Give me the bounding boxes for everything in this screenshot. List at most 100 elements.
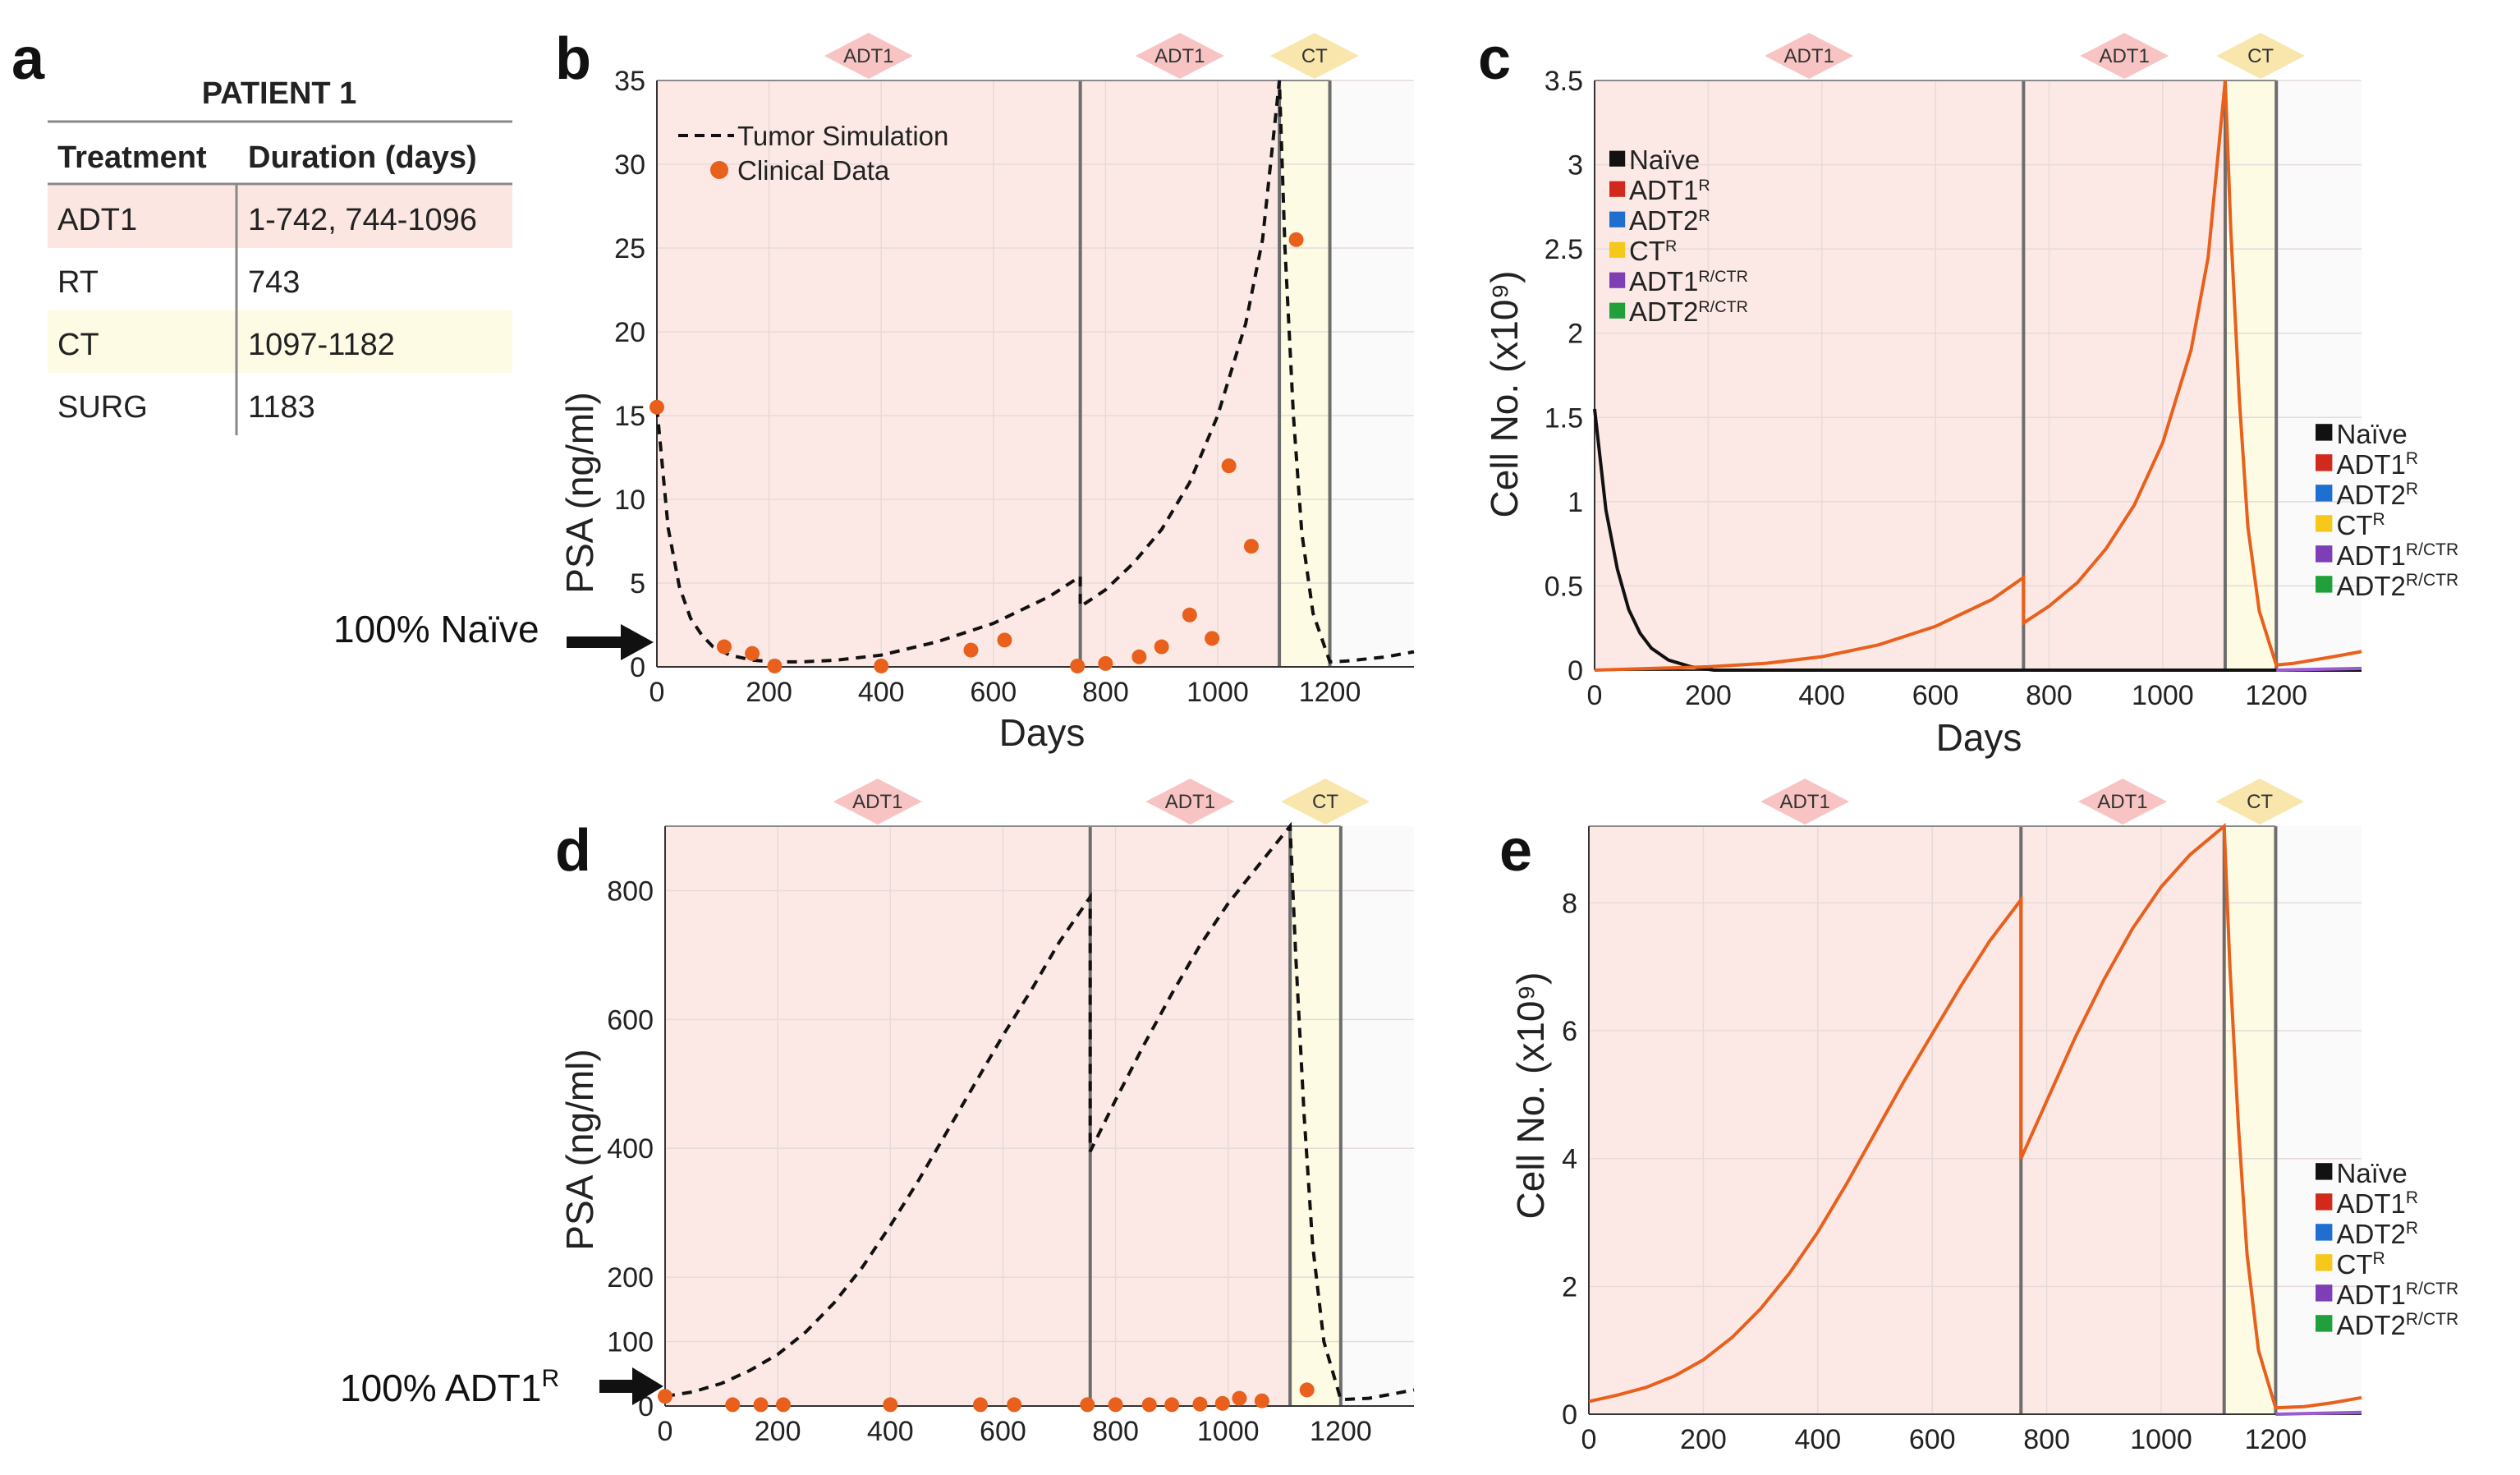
legend-label-sup: R — [2406, 1188, 2418, 1207]
treatment-marker-ct — [1269, 33, 1359, 79]
treatment-marker-label: CT — [2247, 45, 2274, 67]
x-tick-label: 0 — [1581, 1424, 1597, 1455]
data-point — [1108, 1397, 1123, 1413]
legend-swatch — [2316, 545, 2333, 563]
table-row-bg — [48, 310, 512, 373]
x-tick-label: 200 — [755, 1416, 801, 1447]
annotation-d-sup: R — [541, 1365, 559, 1392]
treatment-marker-ct — [2216, 33, 2306, 79]
treatment-marker-adt — [2077, 779, 2167, 825]
table-row-bg — [48, 248, 512, 310]
data-point — [1098, 655, 1113, 671]
panel-e-plot: 0 200 400 600 800 1000 1200 0 2 4 6 8 ADT1 ADT1 CT e C… — [1499, 779, 2362, 1455]
legend-label-sup: R — [1665, 237, 1677, 255]
y-tick-label: 100 — [607, 1327, 654, 1358]
table-header-duration: Duration (days) — [248, 140, 477, 175]
treatment-region-adt — [1080, 80, 1280, 667]
legend-label-text: ADT2 — [2337, 571, 2406, 601]
legend-swatch — [1609, 241, 1626, 258]
legend-label: ADT2R/CTR — [2337, 1310, 2459, 1340]
treatment-marker-label: CT — [1312, 791, 1338, 813]
data-point — [1141, 1397, 1157, 1413]
legend-swatch — [2316, 424, 2333, 441]
y-axis-label-b: PSA (ng/ml) — [558, 392, 601, 593]
legend-label: CTR — [2337, 1249, 2385, 1280]
legend-swatch — [2316, 515, 2333, 532]
y-tick-label: 0.5 — [1545, 571, 1583, 602]
legend-label-sup: R — [2373, 510, 2385, 529]
annotation-b: 100% Naïve — [333, 608, 539, 650]
legend-label-sup: R — [1698, 177, 1710, 195]
y-tick-label: 25 — [614, 233, 645, 264]
legend-label-text: CT — [2337, 1249, 2373, 1280]
legend-label-text: ADT2 — [2337, 1310, 2406, 1340]
legend-swatch — [2316, 1163, 2333, 1180]
data-point — [1205, 631, 1220, 646]
panel-b-plot: 0 200 400 600 800 1000 1200 0 5 10 15 20 25 30 35 ADT1 A… — [333, 26, 1415, 754]
x-tick-label: 600 — [970, 677, 1017, 708]
legend-label-sup: R — [2406, 1219, 2418, 1238]
legend-label: ADT1R/CTR — [2337, 540, 2459, 571]
y-tick-label: 20 — [614, 317, 645, 348]
x-tick-label: 1000 — [1197, 1416, 1260, 1447]
series-line-tumor-simulation — [664, 821, 1415, 1402]
legend-swatch — [1609, 302, 1626, 319]
legend-label-sup: R/CTR — [1698, 268, 1748, 286]
panel-a: a PATIENT 1 Treatment Duration (days) AD… — [11, 26, 512, 435]
data-point — [1288, 232, 1304, 247]
legend-swatch — [1609, 272, 1626, 288]
legend-label: ADT1R/CTR — [1629, 266, 1748, 296]
treatment-marker-label: ADT1 — [1783, 45, 1834, 67]
legend-label-text: ADT1 — [2337, 540, 2406, 571]
x-tick-label: 400 — [858, 677, 905, 708]
legend-label: ADT1R/CTR — [2337, 1280, 2459, 1310]
y-tick-label: 1 — [1568, 487, 1583, 518]
table-row-bg — [48, 186, 512, 248]
treatment-marker-adt — [1145, 779, 1235, 825]
series-line-adt1r-ctr — [2276, 666, 2362, 672]
x-tick-label: 1200 — [2245, 1424, 2307, 1455]
x-tick-label: 0 — [1587, 680, 1603, 711]
legend-label-sup: R/CTR — [2406, 540, 2458, 559]
legend-swatch — [2316, 1284, 2333, 1302]
data-point — [1164, 1397, 1180, 1413]
legend-swatch — [2316, 1315, 2333, 1332]
treatment-marker-adt — [2080, 33, 2169, 79]
legend-label-text: ADT2 — [2337, 1219, 2406, 1249]
annotation-d: 100% ADT1R — [340, 1365, 559, 1409]
y-tick-label: 10 — [614, 485, 645, 516]
legend-label: Naïve — [1629, 145, 1700, 175]
treatment-region-adt — [1589, 826, 2022, 1414]
legend-label: CTR — [2337, 510, 2385, 540]
data-point — [1080, 1397, 1095, 1413]
treatment-marker-label: CT — [2247, 791, 2273, 813]
x-tick-label: 400 — [867, 1416, 914, 1447]
x-tick-label: 200 — [746, 677, 792, 708]
legend-label-text: CT — [2337, 510, 2373, 540]
legend-swatch — [2316, 1254, 2333, 1271]
plot-background-e: 0 200 400 600 800 1000 1200 0 2 4 6 8 ADT1 ADT1 CT — [1562, 779, 2362, 1455]
data-point — [1070, 658, 1086, 673]
legend-label: CTR — [1629, 236, 1677, 266]
x-tick-label: 0 — [650, 677, 665, 708]
legend-label-sup: R/CTR — [1698, 298, 1748, 316]
series-line-tumor-simulation — [655, 80, 1415, 664]
plot-background-c: 0 200 400 600 800 1000 1200 0 0.5 1 1.5 2 2.5 3 3.5 ADT… — [1545, 33, 2362, 711]
data-point — [883, 1397, 898, 1413]
treatment-marker-adt — [1765, 33, 1854, 79]
series-line-adt1r — [1594, 80, 2362, 672]
y-axis-label-c: Cell No. (x10⁹) — [1483, 271, 1526, 518]
legend-label-text: ADT2 — [1629, 205, 1698, 236]
treatment-marker-label: ADT1 — [852, 791, 902, 813]
legend-clinical-swatch — [710, 161, 728, 179]
treatment-marker-adt — [833, 779, 922, 825]
table-title: PATIENT 1 — [202, 76, 357, 111]
x-tick-label: 400 — [1798, 680, 1845, 711]
table-cell-duration: 1-742, 744-1096 — [248, 203, 477, 237]
legend-swatch — [2316, 576, 2333, 593]
treatment-marker-adt — [824, 33, 913, 79]
x-tick-label: 800 — [2023, 1424, 2070, 1455]
data-point — [1154, 639, 1169, 655]
annotation-arrow-d — [599, 1367, 663, 1405]
treatment-region-adt — [657, 80, 1081, 667]
